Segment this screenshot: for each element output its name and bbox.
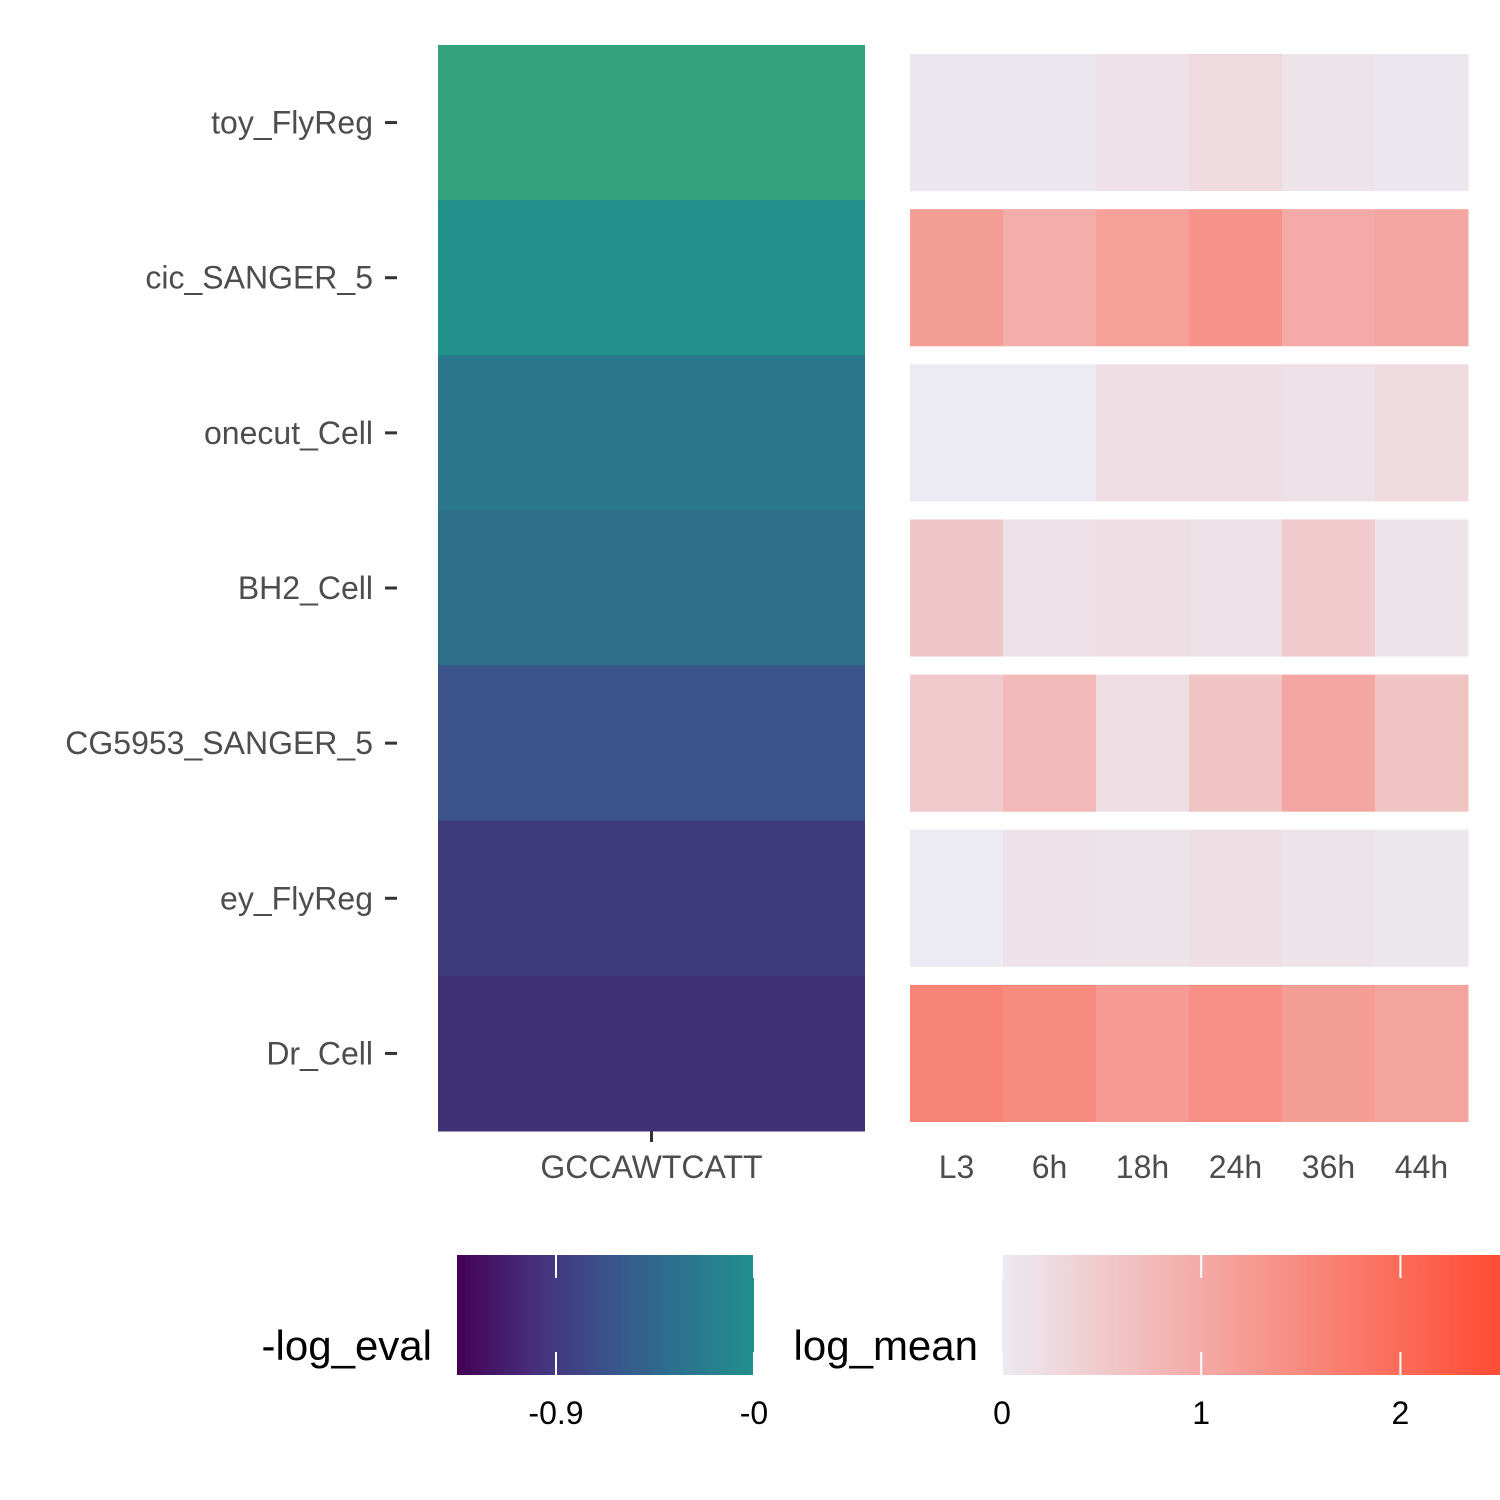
y-tick-label: ey_FlyReg (220, 880, 373, 916)
mean-heatmap-cell (1096, 54, 1190, 192)
eval-heatmap-cell (438, 665, 865, 822)
mean-heatmap-cell (1096, 829, 1190, 967)
mean-heatmap-cell (1375, 829, 1469, 967)
mean-heatmap-cell (1003, 364, 1097, 502)
mean-heatmap-cell (1189, 519, 1283, 657)
mean-heatmap-cell (1282, 54, 1376, 192)
legend-tick-label: -0.9 (528, 1395, 583, 1431)
eval-heatmap-cell (438, 510, 865, 667)
mean-heatmap-cell (1003, 209, 1097, 347)
mean-heatmap-cell (1189, 984, 1283, 1122)
y-tick-label: Dr_Cell (266, 1035, 373, 1071)
mean-heatmap-cell (1003, 54, 1097, 192)
mean-heatmap-cell (1096, 984, 1190, 1122)
mean-heatmap-cell (1282, 209, 1376, 347)
eval-legend-colorbar (457, 1255, 754, 1375)
y-tick-label: toy_FlyReg (211, 105, 373, 141)
eval-legend-title: -log_eval (262, 1322, 432, 1369)
eval-legend: -log_eval -0.9 -0 (262, 1255, 768, 1431)
mean-heatmap-cell (910, 209, 1004, 347)
mean-heatmap-cell (1282, 674, 1376, 812)
mean-heatmap-cell (910, 54, 1004, 192)
eval-heatmap-cell (438, 820, 865, 977)
mean-x-axis: L3 6h 18h 24h 36h 44h (939, 1149, 1448, 1185)
mean-heatmap-cell (1003, 984, 1097, 1122)
mean-heatmap-cell (1189, 674, 1283, 812)
mean-heatmap-cell (910, 364, 1004, 502)
mean-x-tick-label: 44h (1395, 1149, 1448, 1185)
mean-heatmap-cell (1003, 519, 1097, 657)
eval-heatmap-cell (438, 45, 865, 201)
y-tick-label: cic_SANGER_5 (145, 260, 373, 296)
mean-heatmap-cell (1189, 364, 1283, 502)
mean-legend: log_mean 0 1 2 (794, 1255, 1500, 1431)
mean-heatmap-cell (1375, 54, 1469, 192)
eval-heatmap-cell (438, 200, 865, 356)
mean-heatmap-cell (1003, 829, 1097, 967)
mean-heatmap-cell (1375, 209, 1469, 347)
mean-heatmap-cell (1189, 829, 1283, 967)
legend-tick-label: -0 (740, 1395, 768, 1431)
mean-heatmap-cell (1096, 209, 1190, 347)
y-tick-label: BH2_Cell (238, 570, 373, 606)
mean-heatmap-cell (1282, 984, 1376, 1122)
eval-x-tick-label: GCCAWTCATT (540, 1149, 762, 1185)
mean-legend-title: log_mean (794, 1322, 978, 1369)
mean-heatmap-cell (910, 519, 1004, 657)
mean-heatmap-cell (1282, 829, 1376, 967)
legend-tick-label: 1 (1192, 1395, 1210, 1431)
mean-heatmap-cell (1375, 674, 1469, 812)
y-tick-label: onecut_Cell (204, 415, 373, 451)
mean-heatmap-cell (910, 829, 1004, 967)
mean-legend-colorbar (1002, 1255, 1500, 1375)
mean-x-tick-label: 18h (1116, 1149, 1169, 1185)
eval-heatmap-cell (438, 355, 865, 511)
mean-heatmap-panel (910, 54, 1469, 1122)
mean-heatmap-cell (1096, 364, 1190, 502)
mean-heatmap-cell (1003, 674, 1097, 812)
mean-heatmap-cell (1282, 364, 1376, 502)
legend-tick-label: 2 (1392, 1395, 1410, 1431)
mean-heatmap-cell (1375, 519, 1469, 657)
eval-heatmap-cell (438, 975, 865, 1132)
mean-x-tick-label: 24h (1209, 1149, 1262, 1185)
mean-heatmap-cell (1096, 519, 1190, 657)
eval-heatmap-panel (438, 45, 865, 1132)
mean-heatmap-cell (1189, 209, 1283, 347)
mean-heatmap-cell (910, 984, 1004, 1122)
mean-x-tick-label: 6h (1032, 1149, 1068, 1185)
mean-heatmap-cell (1189, 54, 1283, 192)
mean-heatmap-cell (1375, 364, 1469, 502)
y-tick-label: CG5953_SANGER_5 (65, 725, 373, 761)
eval-x-axis: GCCAWTCATT (540, 1131, 763, 1185)
legend-tick-label: 0 (993, 1395, 1011, 1431)
mean-heatmap-cell (1282, 519, 1376, 657)
mean-heatmap-cell (1375, 984, 1469, 1122)
y-axis: toy_FlyReg cic_SANGER_5 onecut_Cell BH2_Cel… (65, 105, 397, 1071)
mean-x-tick-label: 36h (1302, 1149, 1355, 1185)
mean-x-tick-label: L3 (939, 1149, 975, 1185)
mean-heatmap-cell (1096, 674, 1190, 812)
mean-heatmap-cell (910, 674, 1004, 812)
